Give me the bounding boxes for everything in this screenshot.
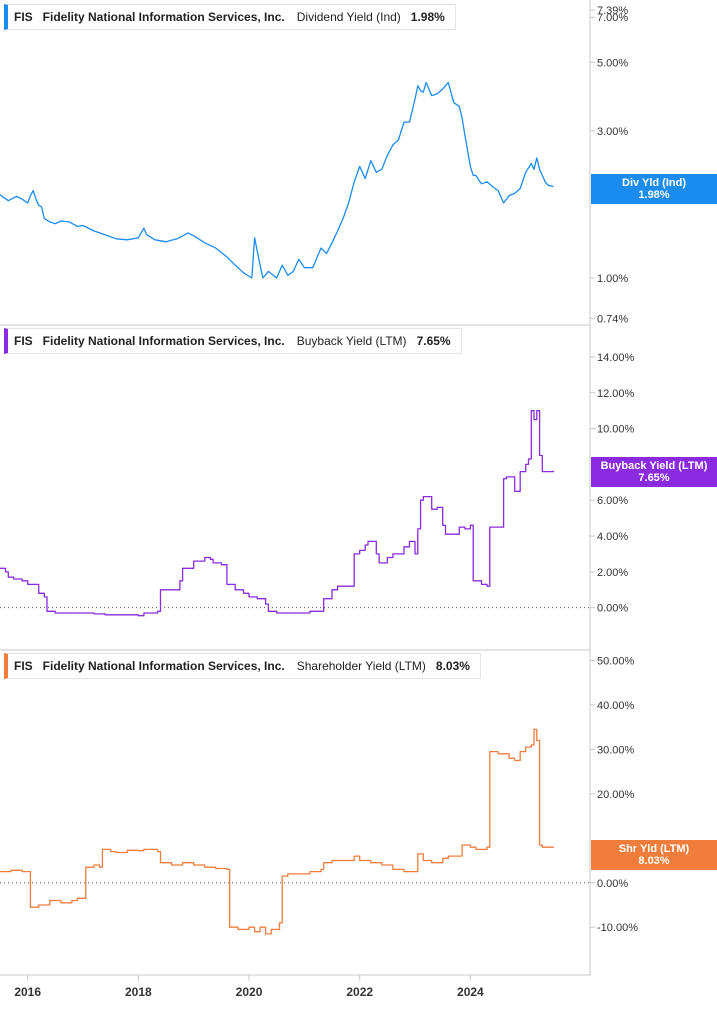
series-line xyxy=(0,81,554,279)
y-tick-label: 40.00% xyxy=(597,700,635,712)
legend-series-label: Dividend Yield (Ind) xyxy=(296,10,401,24)
current-value-flag-buyback: Buyback Yield (LTM) 7.65% xyxy=(591,457,717,487)
legend-symbol: FIS xyxy=(14,659,33,673)
y-tick-label: 2.00% xyxy=(597,567,628,579)
y-tick-label: 5.00% xyxy=(597,57,628,69)
series-line xyxy=(0,410,555,617)
y-tick-label: 7.39% xyxy=(597,5,628,17)
legend-series-label: Shareholder Yield (LTM) xyxy=(296,659,426,673)
legend-company: Fidelity National Information Services, … xyxy=(42,659,285,673)
x-tick-label: 2022 xyxy=(346,985,373,999)
flag-value: 8.03% xyxy=(638,855,670,867)
flag-value: 7.65% xyxy=(638,472,670,484)
flag-label: Buyback Yield (LTM) xyxy=(600,460,708,472)
legend-current-value: 8.03% xyxy=(435,659,470,673)
x-tick-label: 2016 xyxy=(14,985,41,999)
y-tick-label: 0.00% xyxy=(597,603,628,615)
y-tick-label: 7.00% xyxy=(597,12,628,24)
y-tick-label: 20.00% xyxy=(597,789,635,801)
current-value-flag-dividend: Div Yld (Ind) 1.98% xyxy=(591,174,717,204)
y-tick-label: 3.00% xyxy=(597,126,628,138)
y-tick-label: 6.00% xyxy=(597,495,628,507)
x-tick-label: 2020 xyxy=(236,985,263,999)
legend-shareholder-yield[interactable]: FIS Fidelity National Information Servic… xyxy=(4,653,481,679)
legend-company: Fidelity National Information Services, … xyxy=(42,10,285,24)
series-line xyxy=(0,728,555,935)
flag-value: 1.98% xyxy=(638,189,670,201)
legend-symbol: FIS xyxy=(14,334,33,348)
x-tick-label: 2018 xyxy=(125,985,152,999)
y-tick-label: -10.00% xyxy=(597,922,638,934)
flag-label: Shr Yld (LTM) xyxy=(618,843,690,855)
y-tick-label: 30.00% xyxy=(597,744,635,756)
y-tick-label: 0.74% xyxy=(597,313,628,325)
legend-symbol: FIS xyxy=(14,10,33,24)
y-tick-label: 0.00% xyxy=(597,878,628,890)
y-tick-label: 4.00% xyxy=(597,531,628,543)
current-value-flag-shareholder: Shr Yld (LTM) 8.03% xyxy=(591,840,717,870)
y-tick-label: 1.00% xyxy=(597,273,628,285)
x-tick-label: 2024 xyxy=(457,985,484,999)
legend-current-value: 1.98% xyxy=(410,10,445,24)
legend-series-label: Buyback Yield (LTM) xyxy=(296,334,407,348)
legend-buyback-yield[interactable]: FIS Fidelity National Information Servic… xyxy=(4,328,462,354)
legend-dividend-yield[interactable]: FIS Fidelity National Information Servic… xyxy=(4,4,456,30)
y-tick-label: 14.00% xyxy=(597,352,635,364)
y-tick-label: 50.00% xyxy=(597,655,635,667)
flag-label: Div Yld (Ind) xyxy=(622,177,686,189)
y-tick-label: 10.00% xyxy=(597,424,635,436)
y-tick-label: 12.00% xyxy=(597,388,635,400)
legend-current-value: 7.65% xyxy=(416,334,451,348)
legend-company: Fidelity National Information Services, … xyxy=(42,334,285,348)
